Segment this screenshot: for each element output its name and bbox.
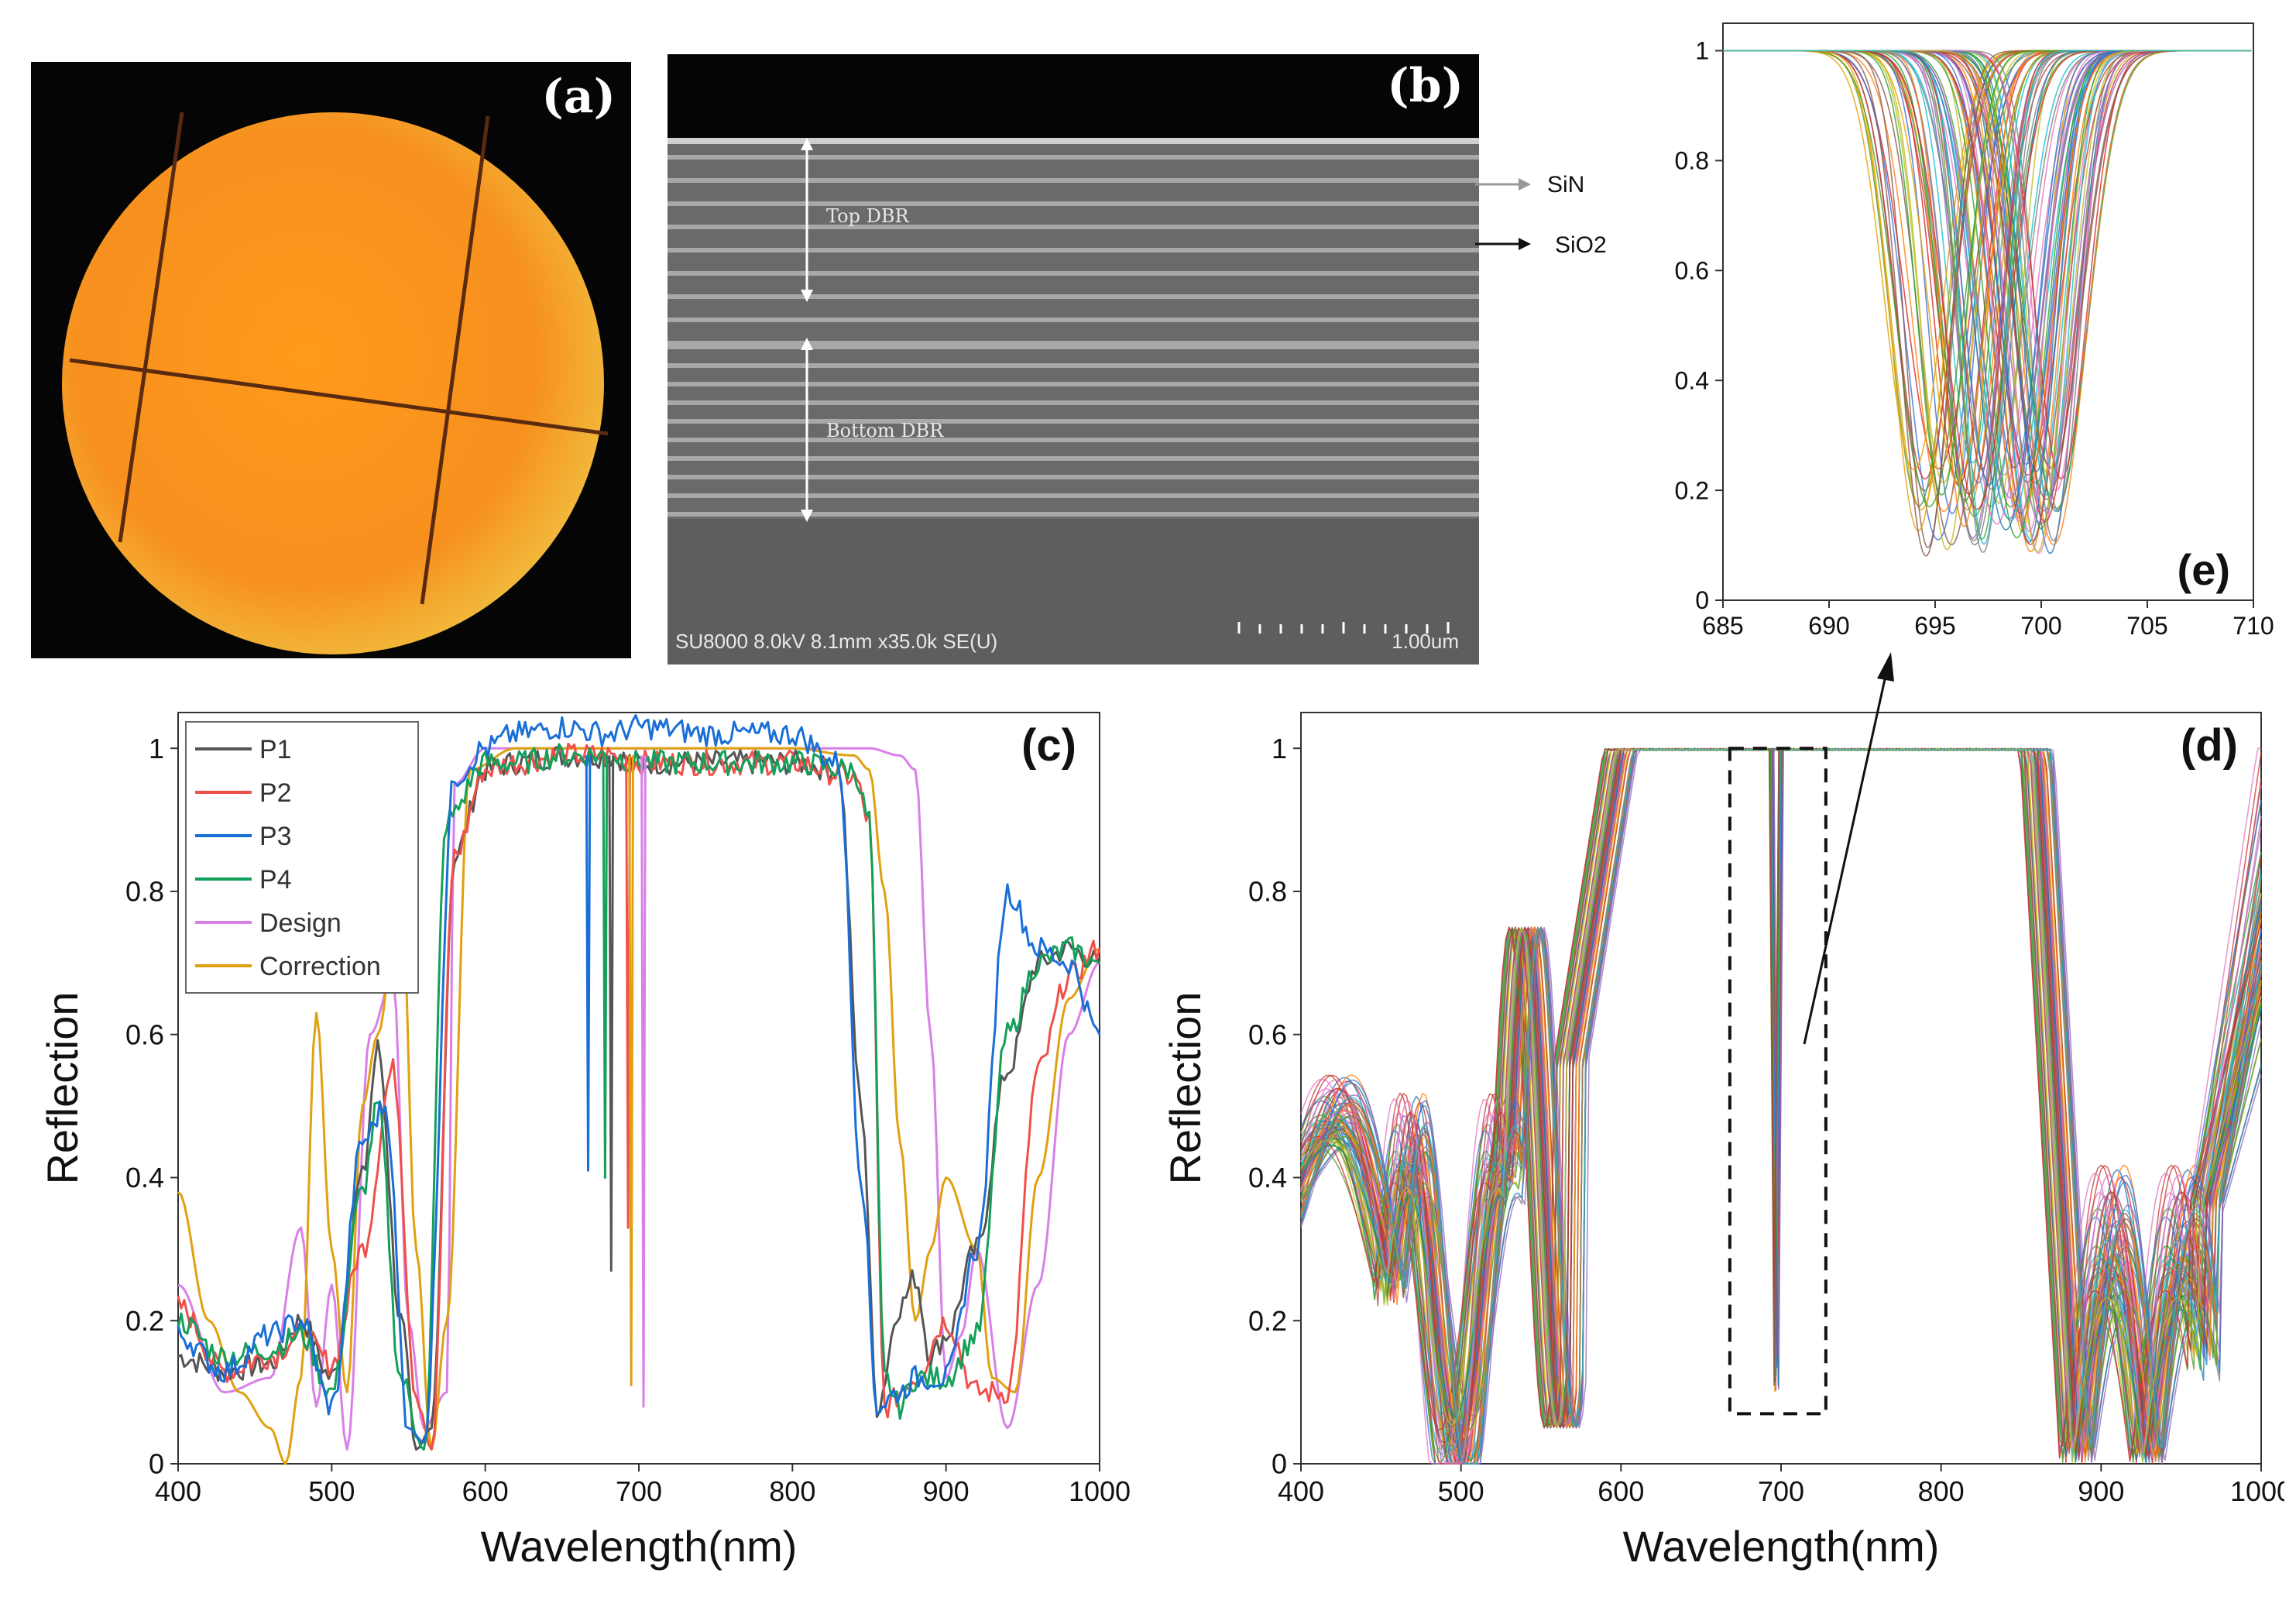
dicing-line	[69, 358, 609, 436]
wafer-photo: (a)	[31, 62, 631, 658]
x-tick-label: 400	[155, 1475, 201, 1507]
panel-b-label: (b)	[1387, 59, 1464, 113]
y-tick-label: 0	[1695, 586, 1709, 614]
x-tick-label: 705	[2126, 612, 2167, 640]
chart-e: 685 690 695 700 705 710 0 0.2 0.4 0.6 0.8 1 (e)	[1675, 22, 2274, 640]
chart-c: 400 500 600 700 800 900 1000 0 0.2 0.4 0.6 0.8 1 Wave…	[38, 712, 1131, 1571]
y-tick-label: 0.6	[1248, 1018, 1287, 1050]
resonance-dip	[1769, 748, 1781, 1382]
legend-label: P3	[259, 822, 292, 851]
dip-design	[640, 755, 647, 1408]
x-tick-label: 900	[2078, 1475, 2124, 1507]
series-correction	[177, 747, 1100, 1465]
x-tick-label: 900	[923, 1475, 970, 1507]
x-axis-label: Wavelength(nm)	[1623, 1522, 1940, 1571]
x-tick-label: 700	[616, 1475, 662, 1507]
y-tick-label: 1	[149, 733, 164, 764]
resonance-dip	[1769, 748, 1779, 1386]
plot-frame	[1722, 22, 2254, 601]
y-tick-label: 0.6	[1675, 256, 1709, 284]
panel-e-label: (e)	[2178, 545, 2230, 594]
series-p2	[177, 742, 1101, 1451]
x-tick-label: 700	[1758, 1475, 1804, 1507]
dicing-line	[420, 115, 490, 605]
x-tick-label: 600	[1598, 1475, 1644, 1507]
chart-d: 400 500 600 700 800 900 1000 0 0.2 0.4 0.6 0.8 1 Wave…	[1161, 712, 2284, 1571]
y-tick-label: 0.2	[125, 1305, 164, 1337]
legend-label: Design	[259, 908, 341, 938]
x-tick-label: 500	[1438, 1475, 1484, 1507]
y-axis-label: Reflection	[38, 991, 87, 1184]
x-tick-label: 685	[1702, 612, 1743, 640]
legend-label: P4	[259, 865, 292, 895]
x-tick-label: 500	[308, 1475, 355, 1507]
zoom-series	[1723, 50, 2252, 545]
x-axis-label: Wavelength(nm)	[481, 1522, 798, 1571]
series-p3	[177, 714, 1101, 1444]
resonance-dip	[1773, 748, 1784, 1358]
y-tick-label: 0.8	[1675, 147, 1709, 175]
top-dbr-label: Top DBR	[826, 205, 909, 227]
x-tick-label: 1000	[1069, 1475, 1131, 1507]
x-tick-label: 400	[1278, 1475, 1324, 1507]
sem-image: Top DBR Bottom DBR SU8000 8.0kV 8.1mm x3…	[668, 54, 1479, 665]
y-tick-label: 0.8	[125, 876, 164, 908]
legend-label: P2	[259, 778, 292, 808]
x-tick-label: 800	[769, 1475, 815, 1507]
zoom-box	[1728, 747, 1828, 1416]
x-tick-label: 690	[1808, 612, 1849, 640]
series-p4	[177, 743, 1100, 1451]
series-p1	[177, 745, 1101, 1451]
x-tick-label: 710	[2233, 612, 2274, 640]
y-tick-label: 0.2	[1248, 1305, 1287, 1337]
x-tick-label: 700	[2020, 612, 2061, 640]
panel-d-label: (d)	[2181, 720, 2238, 771]
dip-correction	[628, 755, 634, 1386]
y-tick-label: 0	[149, 1448, 164, 1480]
y-axis-label: Reflection	[1161, 991, 1210, 1184]
bottom-dbr-label: Bottom DBR	[826, 420, 944, 441]
dip-p3	[585, 755, 592, 1172]
x-tick-label: 600	[462, 1475, 509, 1507]
layer-callouts	[1475, 178, 1531, 250]
legend-label: Correction	[259, 952, 381, 981]
y-tick-label: 0.4	[1675, 366, 1709, 394]
dip-p1	[608, 755, 615, 1272]
sem-scale-text: 1.00um	[1392, 630, 1459, 653]
y-tick-label: 0	[1272, 1448, 1287, 1480]
y-tick-label: 0.8	[1248, 876, 1287, 908]
sem-info-text: SU8000 8.0kV 8.1mm x35.0k SE(U)	[675, 630, 998, 653]
y-tick-label: 0.2	[1675, 476, 1709, 504]
dip-p4	[602, 755, 609, 1179]
legend	[185, 721, 419, 994]
zoom-arrow	[1803, 652, 1894, 1045]
panel-a-label: (a)	[541, 70, 616, 124]
wafer-illustration	[62, 112, 609, 654]
panel-c-label: (c)	[1021, 720, 1076, 771]
sem-layers	[668, 54, 1479, 665]
resonance-dip	[1771, 748, 1783, 1369]
y-tick-label: 0.6	[125, 1018, 164, 1050]
sin-label: SiN	[1547, 172, 1585, 197]
legend-label: P1	[259, 735, 292, 764]
y-tick-label: 0.4	[125, 1162, 164, 1193]
sio2-label: SiO2	[1555, 232, 1607, 258]
y-tick-label: 1	[1695, 37, 1709, 65]
x-tick-label: 1000	[2230, 1475, 2284, 1507]
x-tick-label: 800	[1918, 1475, 1965, 1507]
y-tick-label: 1	[1272, 733, 1287, 764]
x-tick-label: 695	[1914, 612, 1955, 640]
dicing-line	[118, 112, 184, 543]
y-tick-label: 0.4	[1248, 1162, 1287, 1193]
